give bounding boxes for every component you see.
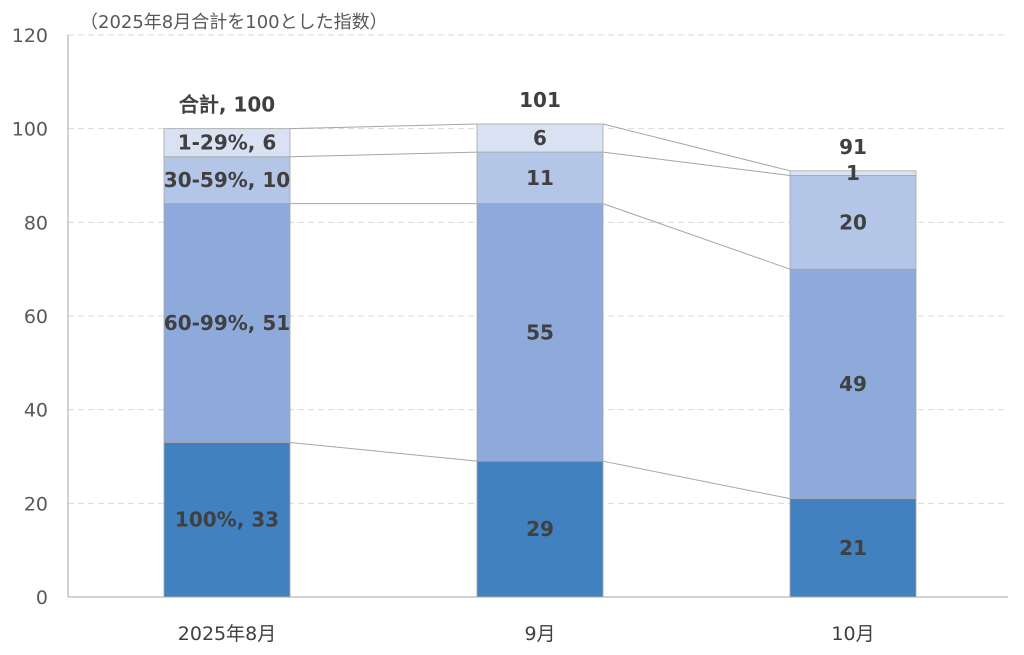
connector-line [602,123,791,172]
data-label: 21 [839,536,867,560]
data-label: 20 [839,210,867,234]
data-labels: 100%, 33 29 21 60-99%, 51 55 49 30-59%, 10 11 20… [164,88,867,560]
bar-segment [789,170,917,176]
bar-segment [476,123,604,153]
connector-line [289,151,478,158]
y-tick-label: 80 [24,212,48,234]
data-label: 6 [533,126,547,150]
bar-segment [789,175,917,270]
y-axis: 0 20 40 60 80 100 120 [12,25,69,609]
total-label: 91 [839,135,867,159]
data-label: 49 [839,372,867,396]
y-tick-label: 0 [36,587,48,609]
bar-segment [163,442,291,598]
data-label: 1 [846,161,860,185]
connector-line [289,441,478,462]
y-tick-label: 40 [24,400,48,422]
connector-line [602,203,791,270]
y-tick-label: 60 [24,306,48,328]
bar-segment [476,460,604,598]
bar-segment [789,498,917,598]
data-label: 60-99%, 51 [164,311,290,335]
connector-lines [289,123,791,500]
bar-segment [163,203,291,443]
bar-segment [476,203,604,462]
x-tick-label: 2025年8月 [178,623,276,645]
data-label: 55 [526,320,554,344]
connector-line [602,460,791,500]
x-axis: 2025年8月 9月 10月 [68,596,1008,645]
chart-subtitle: （2025年8月合計を100とした指数） [80,12,388,33]
bar-segment [163,128,291,158]
bar-segment [476,151,604,204]
total-label: 101 [519,88,561,112]
x-tick-label: 9月 [524,623,555,645]
data-label: 100%, 33 [175,508,279,532]
bars [163,123,917,598]
y-tick-label: 20 [24,493,48,515]
data-label: 30-59%, 10 [164,168,290,192]
y-tick-label: 120 [12,25,48,47]
connector-line [602,151,791,176]
total-label: 合計, 100 [179,93,275,117]
data-label: 29 [526,517,554,541]
bar-segment [789,268,917,500]
connector-line [289,123,478,130]
data-label: 1-29%, 6 [178,131,277,155]
y-tick-label: 100 [12,119,48,141]
data-label: 11 [526,166,554,190]
bar-segment [163,156,291,204]
x-tick-label: 10月 [831,623,874,645]
